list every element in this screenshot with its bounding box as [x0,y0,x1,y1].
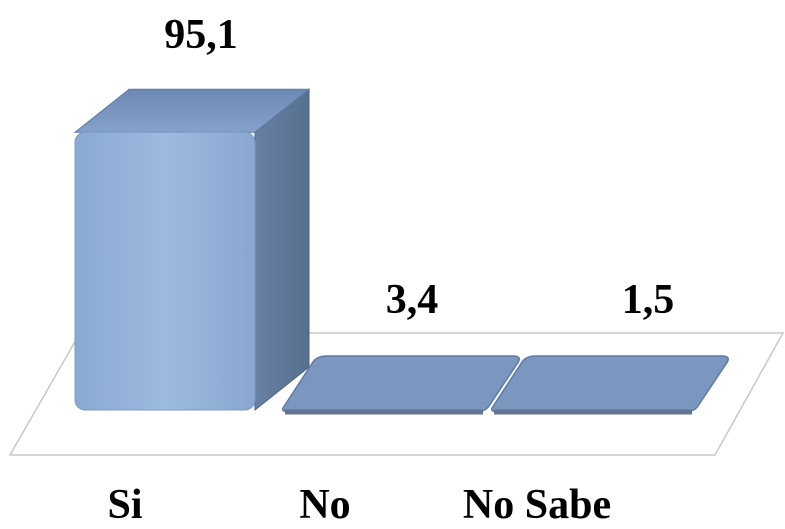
bar-no [281,355,520,415]
data-label: 3,4 [386,277,439,323]
bar-front [74,131,256,411]
bar-si [73,88,311,412]
bar-side [254,88,310,412]
bar-no-sabe [490,355,729,415]
bar-slab [490,355,729,413]
data-label: 95,1 [164,12,238,58]
category-label: No [299,482,351,528]
data-label: 1,5 [622,277,675,323]
category-label: No Sabe [462,482,612,528]
bar-slab [281,355,520,413]
category-label: Si [107,482,143,528]
